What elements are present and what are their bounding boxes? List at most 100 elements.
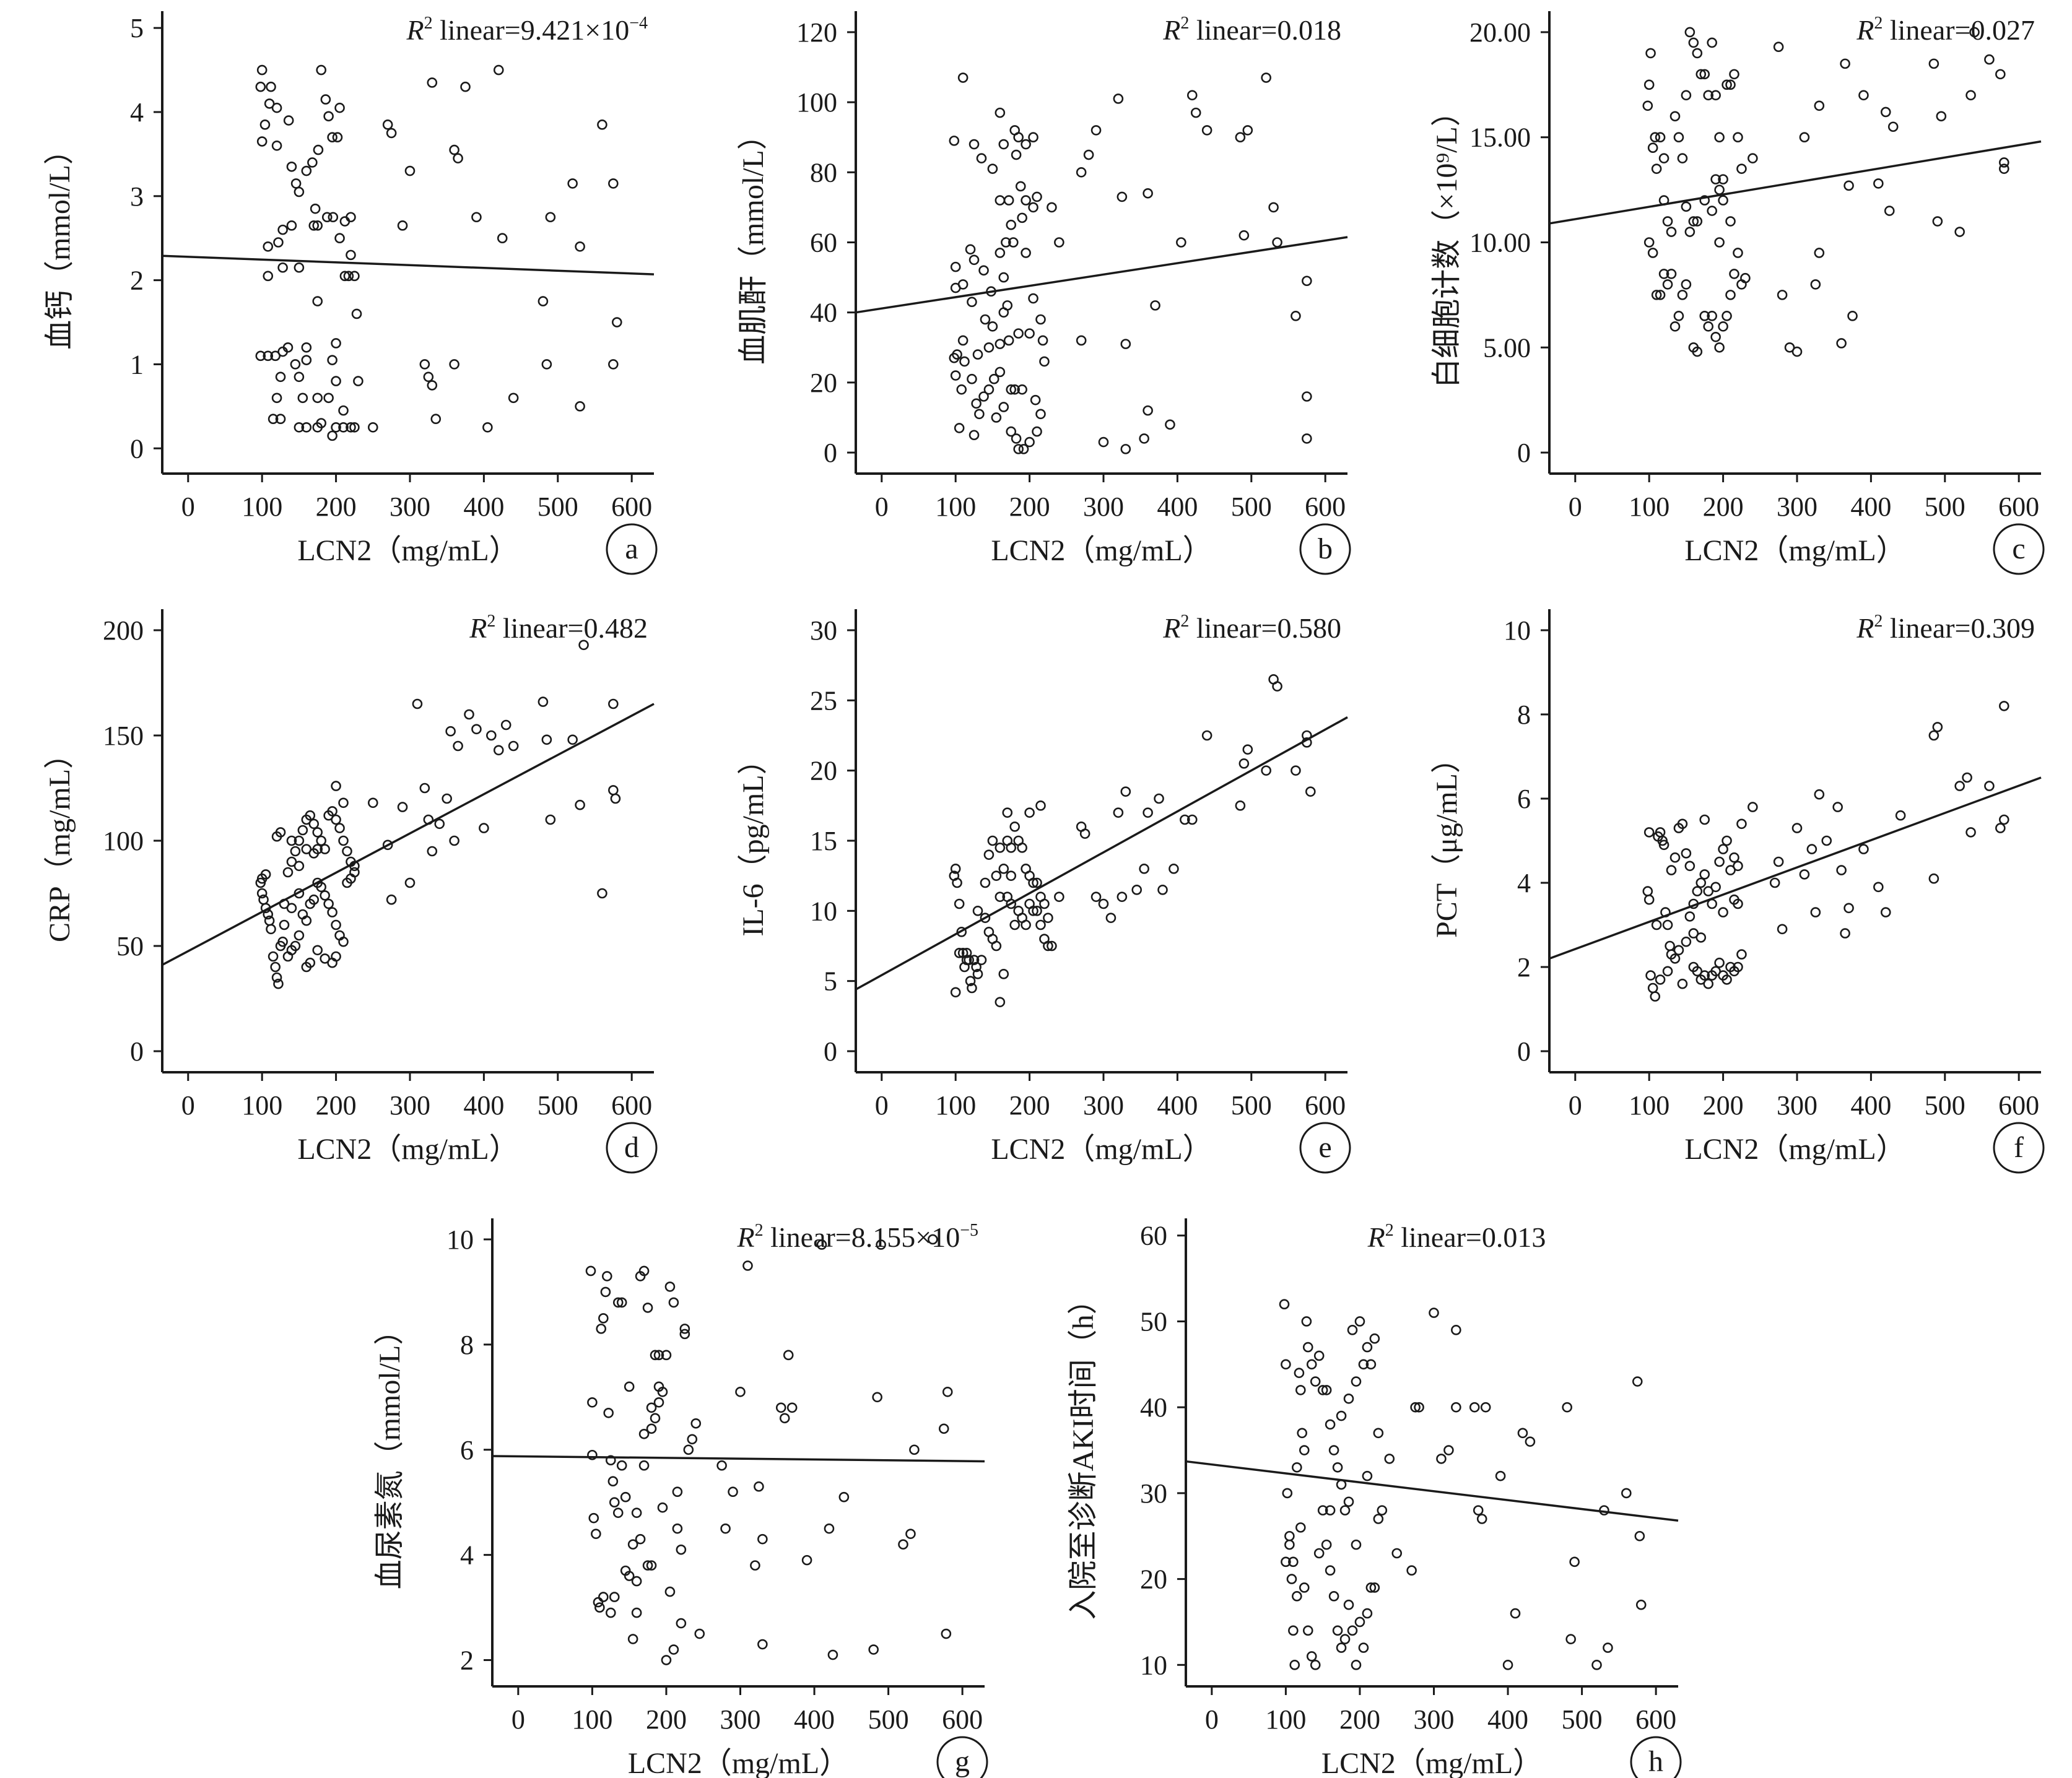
data-point (286, 835, 297, 846)
data-point (1302, 730, 1312, 741)
data-point (609, 1497, 620, 1507)
regression-line (492, 1455, 985, 1463)
data-point (1295, 1385, 1306, 1395)
data-point (816, 1239, 827, 1250)
data-point (1286, 1574, 1297, 1584)
data-point (1710, 174, 1721, 184)
data-point (1139, 433, 1149, 444)
data-point (1736, 818, 1747, 830)
data-point (290, 178, 302, 189)
data-point (327, 907, 337, 917)
data-point (687, 1434, 698, 1445)
data-point (327, 132, 337, 143)
data-point (1282, 1488, 1293, 1499)
data-point (273, 237, 284, 248)
data-point (1632, 1376, 1643, 1387)
data-point (332, 132, 343, 143)
data-point (486, 730, 497, 741)
data-point (1954, 781, 1965, 791)
data-point (308, 894, 320, 905)
regression-line (162, 703, 655, 966)
data-point (1473, 1505, 1484, 1516)
data-point (978, 391, 989, 402)
data-point (1157, 885, 1168, 895)
data-point (972, 349, 983, 360)
y-tick-label: 100 (103, 826, 144, 856)
data-point (1684, 227, 1695, 237)
data-point (508, 392, 519, 404)
data-point (591, 1529, 601, 1539)
data-point (998, 139, 1009, 150)
r2-annotation: R2 linear=0.018 (1162, 14, 1341, 46)
data-point (961, 955, 972, 965)
data-point (672, 1523, 683, 1534)
data-point (1736, 949, 1747, 960)
data-point (1113, 807, 1124, 818)
data-point (995, 195, 1006, 206)
data-point (898, 1539, 908, 1550)
data-point (1369, 1333, 1380, 1344)
data-point (587, 1449, 598, 1460)
data-point (260, 869, 271, 880)
data-point (1306, 1651, 1317, 1662)
data-point (1666, 865, 1677, 875)
data-point (1054, 891, 1064, 902)
data-point (449, 835, 459, 846)
data-point (642, 1560, 653, 1571)
data-point (1015, 181, 1026, 192)
y-tick-label: 0 (824, 438, 837, 468)
data-point (1043, 940, 1053, 952)
data-point (668, 1644, 679, 1655)
data-point (397, 220, 408, 231)
data-point (1999, 163, 2009, 174)
data-point (1840, 928, 1850, 939)
data-point (338, 422, 349, 433)
data-point (991, 940, 1002, 952)
data-point (1965, 90, 1976, 101)
data-point (1003, 195, 1014, 206)
data-point (1143, 188, 1153, 199)
y-tick-label: 2 (460, 1646, 474, 1676)
data-point (1836, 338, 1847, 349)
data-point (1725, 290, 1736, 300)
data-point (950, 987, 961, 998)
data-point (1028, 132, 1038, 143)
panel-letter: b (1318, 532, 1333, 565)
data-point (980, 314, 991, 325)
data-point (1343, 1394, 1354, 1404)
data-point (271, 102, 282, 113)
data-point (1391, 1548, 1403, 1559)
data-point (427, 846, 438, 857)
data-point (1008, 237, 1019, 248)
data-point (328, 212, 339, 223)
data-point (1238, 230, 1250, 241)
data-point (259, 119, 271, 130)
panel-letter: f (2014, 1131, 2024, 1164)
data-point (1347, 1625, 1358, 1636)
data-point (1047, 202, 1057, 213)
data-point (419, 783, 430, 794)
data-point (1655, 290, 1666, 300)
y-tick-label: 0 (1517, 438, 1531, 468)
data-point (1969, 27, 1980, 38)
data-point (1032, 426, 1042, 437)
data-point (1079, 828, 1090, 839)
x-tick-label: 100 (1629, 492, 1669, 522)
data-point (1645, 970, 1656, 981)
data-point (1791, 823, 1803, 833)
data-point (282, 867, 294, 878)
data-point (1710, 966, 1721, 977)
data-point (1039, 898, 1050, 909)
data-point (716, 1460, 727, 1471)
data-point (646, 1560, 657, 1571)
data-point (1569, 1556, 1580, 1568)
data-point (1310, 1376, 1321, 1387)
data-point (742, 1260, 753, 1271)
data-point (950, 282, 961, 293)
y-tick-label: 40 (810, 298, 837, 328)
x-axis-title: LCN2（mg/mL） (297, 534, 518, 567)
r2-annotation: R2 linear=0.309 (1856, 612, 2035, 644)
data-point (266, 924, 276, 935)
data-point (598, 1313, 609, 1324)
r2-superscript: 2 (424, 14, 433, 33)
